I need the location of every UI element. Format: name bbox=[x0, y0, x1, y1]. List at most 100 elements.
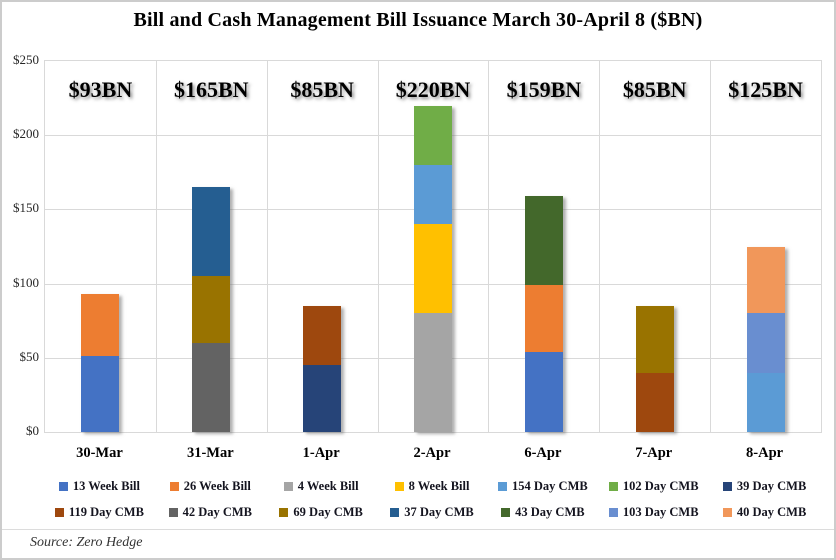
x-axis-label-6-Apr: 6-Apr bbox=[524, 445, 562, 461]
x-axis-label-2-Apr: 2-Apr bbox=[413, 445, 451, 461]
legend-label: 26 Week Bill bbox=[183, 478, 251, 493]
legend-label: 154 Day CMB bbox=[512, 478, 588, 493]
total-label-30-Mar: $93BN bbox=[68, 77, 133, 102]
bar-segment-37-day-cmb bbox=[192, 187, 231, 277]
legend-label: 13 Week Bill bbox=[72, 478, 140, 493]
x-axis-label-1-Apr: 1-Apr bbox=[302, 445, 340, 461]
legend-item: 42 Day CMB bbox=[155, 499, 266, 525]
bar-segment-154-day-cmb bbox=[746, 372, 785, 432]
legend-swatch-icon bbox=[722, 481, 732, 491]
legend-swatch-icon bbox=[279, 507, 289, 517]
legend-item: 102 Day CMB bbox=[598, 473, 709, 499]
legend-item: 69 Day CMB bbox=[266, 499, 377, 525]
v-gridline bbox=[488, 61, 490, 432]
legend-row-2: 119 Day CMB 42 Day CMB 69 Day CMB 37 Day CM… bbox=[44, 499, 820, 525]
x-axis-label-7-Apr: 7-Apr bbox=[635, 445, 673, 461]
bar-segment-102-day-cmb bbox=[414, 105, 452, 165]
legend-item: 4 Week Bill bbox=[266, 473, 377, 499]
legend-label: 39 Day CMB bbox=[736, 478, 807, 493]
bar-stack-30-Mar bbox=[81, 294, 120, 432]
legend-label: 37 Day CMB bbox=[404, 504, 474, 519]
y-tick-label: $250 bbox=[13, 52, 39, 67]
legend-item: 43 Day CMB bbox=[487, 499, 598, 525]
legend-item: 40 Day CMB bbox=[709, 499, 820, 525]
footer-divider bbox=[2, 529, 834, 530]
bar-segment-103-day-cmb bbox=[746, 313, 785, 373]
bar-segment-39-day-cmb bbox=[303, 365, 342, 432]
total-label-31-Mar: $165BN bbox=[173, 77, 249, 102]
legend-label: 69 Day CMB bbox=[293, 504, 363, 519]
legend-label: 103 Day CMB bbox=[622, 504, 699, 519]
x-axis-labels: 30-Mar 31-Mar 1-Apr 2-Apr 6-Apr 7-Apr 8-Apr bbox=[44, 445, 820, 462]
bar-stack-1-Apr bbox=[303, 305, 342, 432]
bar-segment-42-day-cmb bbox=[192, 342, 231, 432]
bar-stack-7-Apr bbox=[635, 305, 674, 432]
v-gridline bbox=[599, 61, 601, 432]
v-gridline bbox=[155, 61, 157, 432]
chart-title: Bill and Cash Management Bill Issuance M… bbox=[133, 9, 703, 31]
legend-label: 42 Day CMB bbox=[182, 504, 253, 519]
legend-swatch-icon bbox=[608, 507, 618, 517]
v-gridline bbox=[710, 61, 712, 432]
bar-segment-13-week-bill bbox=[81, 356, 120, 432]
legend-item: 103 Day CMB bbox=[598, 499, 709, 525]
bar-stack-6-Apr bbox=[524, 196, 563, 432]
legend-item: 154 Day CMB bbox=[487, 473, 598, 499]
legend-swatch-icon bbox=[608, 481, 618, 491]
total-label-1-Apr: $85BN bbox=[290, 77, 354, 102]
legend-swatch-icon bbox=[58, 481, 68, 491]
v-gridline bbox=[266, 61, 268, 432]
bar-segment-26-week-bill bbox=[81, 294, 120, 357]
total-label-6-Apr: $159BN bbox=[506, 77, 582, 102]
legend-label: 43 Day CMB bbox=[515, 504, 585, 519]
bar-segment-119-day-cmb bbox=[635, 372, 674, 432]
x-axis-label-31-Mar: 31-Mar bbox=[186, 445, 234, 461]
y-axis: $0 $50 $100 $150 $200 $250 bbox=[2, 53, 40, 438]
legend-swatch-icon bbox=[722, 507, 732, 517]
total-label-2-Apr: $220BN bbox=[395, 77, 471, 102]
bar-segment-154-day-cmb bbox=[414, 164, 452, 225]
bar-segment-8-week-bill bbox=[414, 224, 452, 314]
legend-label: 40 Day CMB bbox=[736, 504, 807, 519]
y-tick-label: $150 bbox=[13, 200, 39, 216]
bar-stack-2-Apr bbox=[414, 105, 452, 432]
bar-segment-4-week-bill bbox=[414, 313, 452, 432]
legend-swatch-icon bbox=[283, 481, 293, 491]
x-axis-label-8-Apr: 8-Apr bbox=[746, 445, 784, 461]
bar-segment-69-day-cmb bbox=[192, 276, 231, 343]
legend-label: 4 Week Bill bbox=[297, 478, 359, 493]
legend-row-1: 13 Week Bill 26 Week Bill 4 Week Bill 8 Wee… bbox=[44, 473, 820, 499]
legend-swatch-icon bbox=[168, 507, 178, 517]
legend-item: 39 Day CMB bbox=[709, 473, 820, 499]
bar-stack-8-Apr bbox=[746, 246, 785, 432]
legend-label: 102 Day CMB bbox=[622, 478, 699, 493]
bar-stack-31-Mar bbox=[192, 187, 231, 432]
y-tick-label: $50 bbox=[19, 348, 40, 364]
bar-segment-119-day-cmb bbox=[303, 305, 342, 366]
legend-swatch-icon bbox=[169, 481, 179, 491]
legend-item: 8 Week Bill bbox=[377, 473, 488, 499]
bar-segment-43-day-cmb bbox=[524, 196, 563, 286]
total-label-8-Apr: $125BN bbox=[728, 77, 803, 102]
bar-segment-13-week-bill bbox=[524, 351, 563, 432]
plot-area: $93BN $165BN $85BN $220BN $159BN $85BN $125BN bbox=[44, 60, 822, 433]
legend-swatch-icon bbox=[498, 481, 508, 491]
legend-swatch-icon bbox=[501, 507, 511, 517]
legend-label: 8 Week Bill bbox=[408, 478, 470, 493]
legend: 13 Week Bill 26 Week Bill 4 Week Bill 8 Wee… bbox=[44, 473, 820, 525]
y-tick-label: $100 bbox=[13, 274, 39, 290]
bar-segment-69-day-cmb bbox=[635, 305, 674, 373]
legend-item: 13 Week Bill bbox=[44, 473, 155, 499]
v-gridline bbox=[377, 61, 379, 432]
legend-swatch-icon bbox=[390, 507, 400, 517]
legend-item: 37 Day CMB bbox=[377, 499, 488, 525]
y-tick-label: $0 bbox=[26, 423, 39, 438]
legend-item: 119 Day CMB bbox=[44, 499, 155, 525]
legend-item: 26 Week Bill bbox=[155, 473, 266, 499]
legend-swatch-icon bbox=[54, 507, 64, 517]
y-tick-label: $200 bbox=[13, 126, 39, 142]
x-axis-label-30-Mar: 30-Mar bbox=[76, 445, 123, 461]
source-caption: Source: Zero Hedge bbox=[30, 535, 143, 550]
legend-label: 119 Day CMB bbox=[68, 504, 144, 519]
bar-segment-26-week-bill bbox=[524, 285, 563, 352]
